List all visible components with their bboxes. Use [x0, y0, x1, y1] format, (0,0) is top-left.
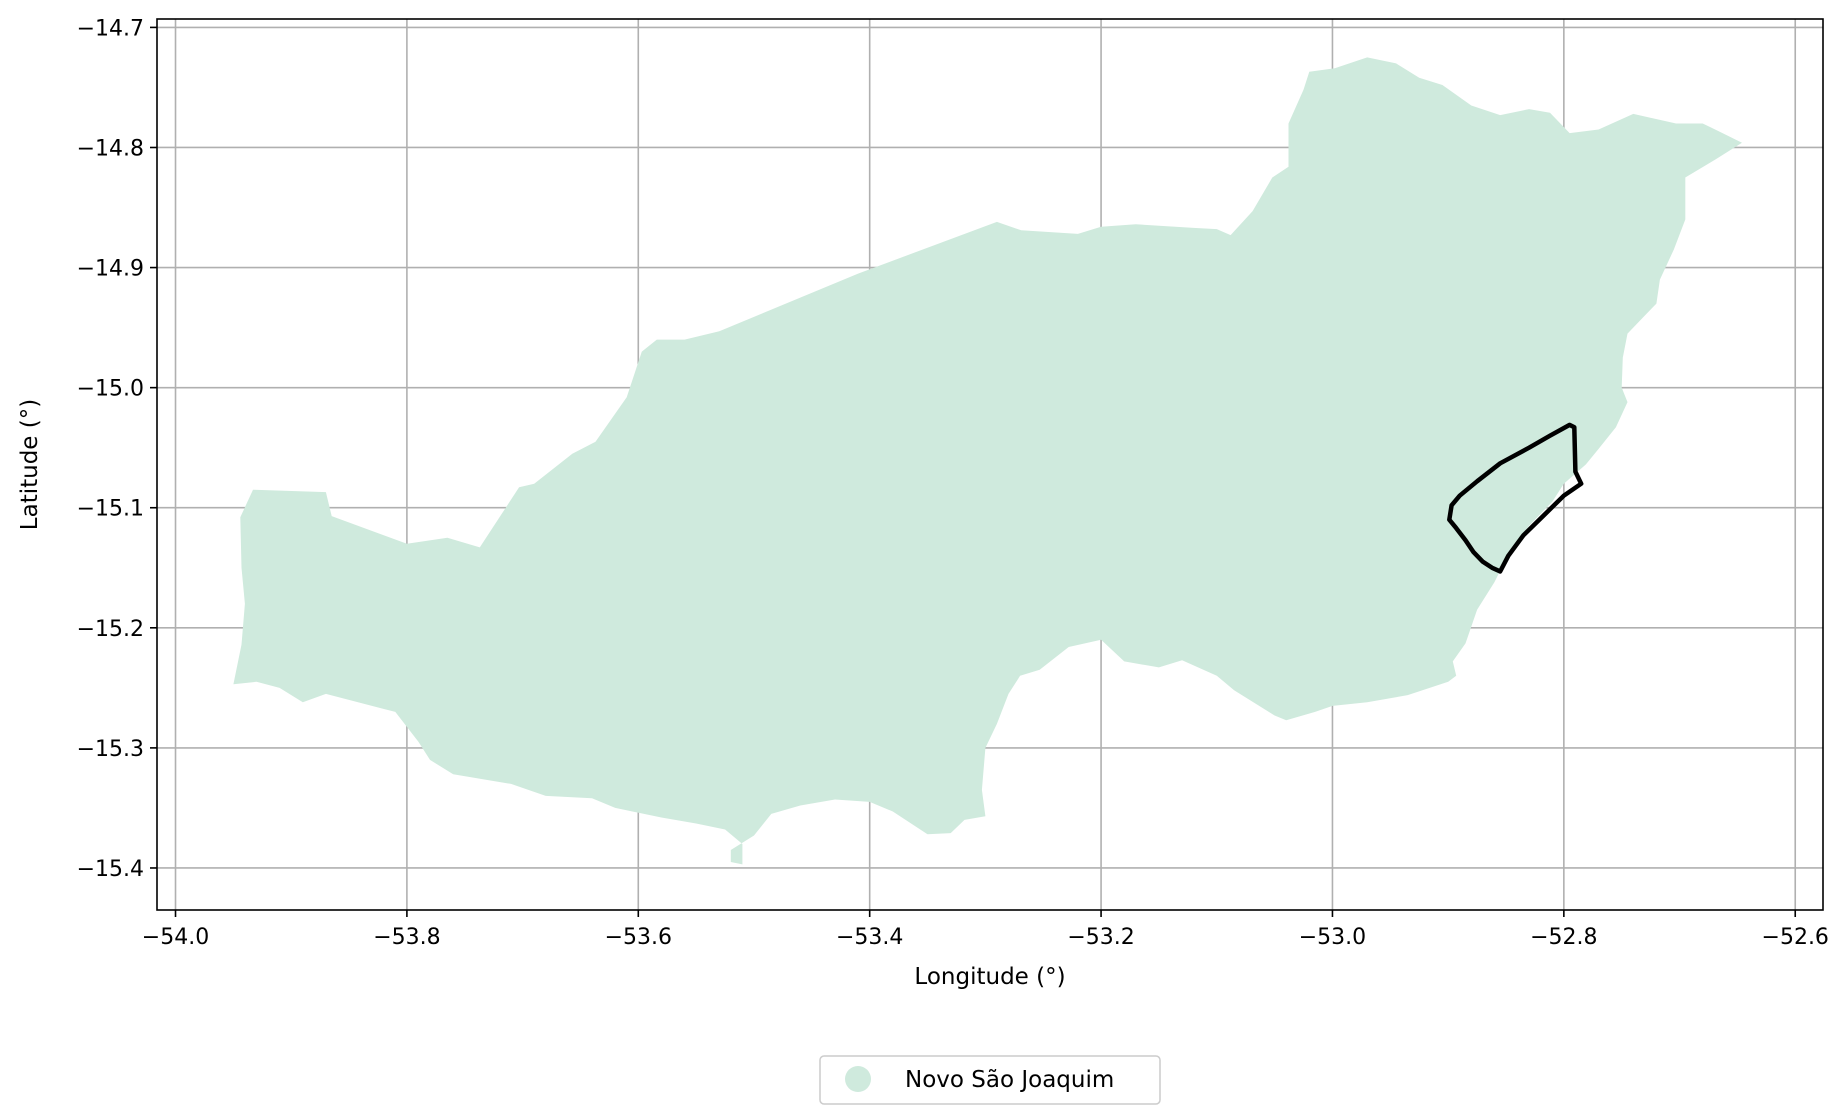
x-tick-label: −52.6 [1762, 925, 1829, 950]
x-axis-label: Longitude (°) [914, 964, 1065, 990]
x-tick-label: −53.6 [605, 925, 672, 950]
x-tick-label: −52.8 [1530, 925, 1597, 950]
y-tick-label: −15.0 [77, 377, 144, 402]
region-polygon [233, 57, 1742, 864]
x-tick-label: −53.8 [373, 925, 440, 950]
y-axis-label: Latitude (°) [17, 399, 43, 530]
legend-label-novo-sao-joaquim: Novo São Joaquim [905, 1067, 1114, 1093]
y-tick-label: −14.8 [77, 136, 144, 161]
y-tick-label: −15.1 [77, 497, 144, 522]
y-tick-label: −15.3 [77, 737, 144, 762]
x-tick-label: −53.2 [1067, 925, 1134, 950]
x-tick-label: −54.0 [142, 925, 209, 950]
y-tick-label: −15.4 [77, 857, 144, 882]
y-tick-label: −15.2 [77, 617, 144, 642]
x-tick-label: −53.4 [836, 925, 903, 950]
legend-marker [845, 1066, 871, 1092]
legend: Novo São Joaquim [820, 1056, 1160, 1104]
y-tick-label: −14.7 [77, 16, 144, 41]
map-shapes [233, 57, 1742, 864]
x-tick-label: −53.0 [1299, 925, 1366, 950]
y-tick-label: −14.9 [77, 257, 144, 282]
